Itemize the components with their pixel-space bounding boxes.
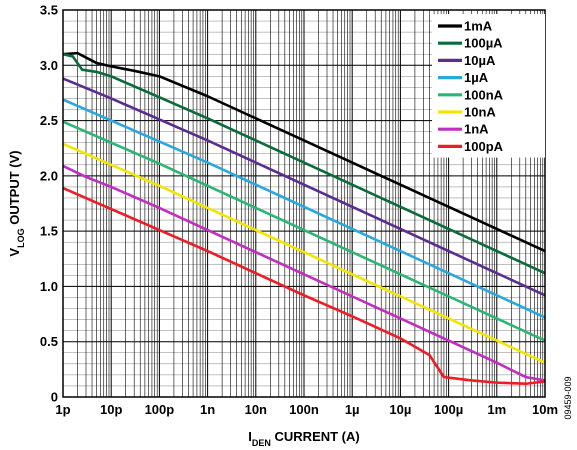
y-tick-label: 0 bbox=[51, 390, 58, 405]
grid-lines bbox=[62, 9, 545, 398]
y-tick-label: 3.0 bbox=[40, 58, 58, 73]
figure-code-label: 09459-009 bbox=[563, 376, 573, 419]
y-axis-title: VLOG OUTPUT (V) bbox=[7, 150, 26, 256]
y-tick-label: 2.0 bbox=[40, 168, 58, 183]
series-line-10µA bbox=[62, 77, 546, 297]
legend-item: 100pA bbox=[438, 139, 504, 154]
y-axis-title-main: V bbox=[7, 248, 22, 257]
x-tick-label: 10µ bbox=[389, 402, 411, 417]
legend-item: 1µA bbox=[438, 70, 489, 85]
series-lines bbox=[62, 51, 546, 386]
legend-item: 10nA bbox=[438, 105, 496, 120]
legend-label: 10nA bbox=[464, 105, 496, 120]
legend-item: 1nA bbox=[438, 122, 489, 137]
series-line-100µA bbox=[62, 52, 546, 275]
x-tick-labels: 1p 10p 100p 1n 10n 100n 1µ 10µ 100µ 1m 10m bbox=[55, 402, 558, 417]
y-tick-label: 1.5 bbox=[40, 224, 58, 239]
x-tick-label: 100n bbox=[289, 402, 319, 417]
y-tick-label: 1.0 bbox=[40, 279, 58, 294]
x-tick-label: 1n bbox=[200, 402, 215, 417]
x-axis-title-rest: CURRENT (A) bbox=[271, 429, 360, 444]
x-axis-title-sub: DEN bbox=[252, 438, 271, 448]
legend-item: 1mA bbox=[438, 19, 493, 34]
series-line-10nA bbox=[62, 142, 546, 364]
legend-item: 100µA bbox=[438, 36, 503, 51]
x-tick-label: 1µ bbox=[345, 402, 360, 417]
x-tick-label: 10m bbox=[532, 402, 558, 417]
legend-label: 100nA bbox=[464, 87, 504, 102]
legend-item: 10µA bbox=[438, 53, 496, 68]
y-tick-label: 0.5 bbox=[40, 334, 58, 349]
y-axis-title-rest: OUTPUT (V) bbox=[7, 150, 22, 228]
legend-label: 1nA bbox=[464, 122, 489, 137]
x-tick-label: 10p bbox=[100, 402, 122, 417]
legend: 1mA 100µA 10µA 1µA 100nA 10nA 1nA 100pA bbox=[432, 14, 545, 158]
x-tick-label: 1p bbox=[55, 402, 70, 417]
y-tick-label: 3.5 bbox=[40, 3, 58, 18]
x-tick-label: 100p bbox=[145, 402, 175, 417]
y-tick-labels: 0 0.5 1.0 1.5 2.0 2.5 3.0 3.5 bbox=[40, 3, 58, 405]
series-line-1mA bbox=[62, 51, 546, 253]
series-line-1µA bbox=[62, 98, 546, 319]
plot-frame bbox=[62, 9, 546, 398]
legend-label: 100µA bbox=[464, 36, 503, 51]
x-axis-title-main: I bbox=[248, 429, 252, 444]
y-axis-title-sub: LOG bbox=[16, 228, 26, 248]
y-tick-label: 2.5 bbox=[40, 113, 58, 128]
legend-box bbox=[432, 14, 545, 158]
x-axis-title: IDEN CURRENT (A) bbox=[248, 429, 359, 448]
legend-label: 1mA bbox=[464, 19, 493, 34]
x-tick-label: 10n bbox=[245, 402, 267, 417]
series-line-1nA bbox=[62, 164, 546, 382]
series-line-100nA bbox=[62, 120, 546, 342]
legend-label: 100pA bbox=[464, 139, 504, 154]
legend-item: 100nA bbox=[438, 87, 504, 102]
legend-label: 1µA bbox=[464, 70, 489, 85]
x-tick-label: 1m bbox=[487, 402, 506, 417]
x-tick-label: 100µ bbox=[434, 402, 463, 417]
legend-label: 10µA bbox=[464, 53, 496, 68]
series-line-100pA bbox=[62, 186, 546, 386]
